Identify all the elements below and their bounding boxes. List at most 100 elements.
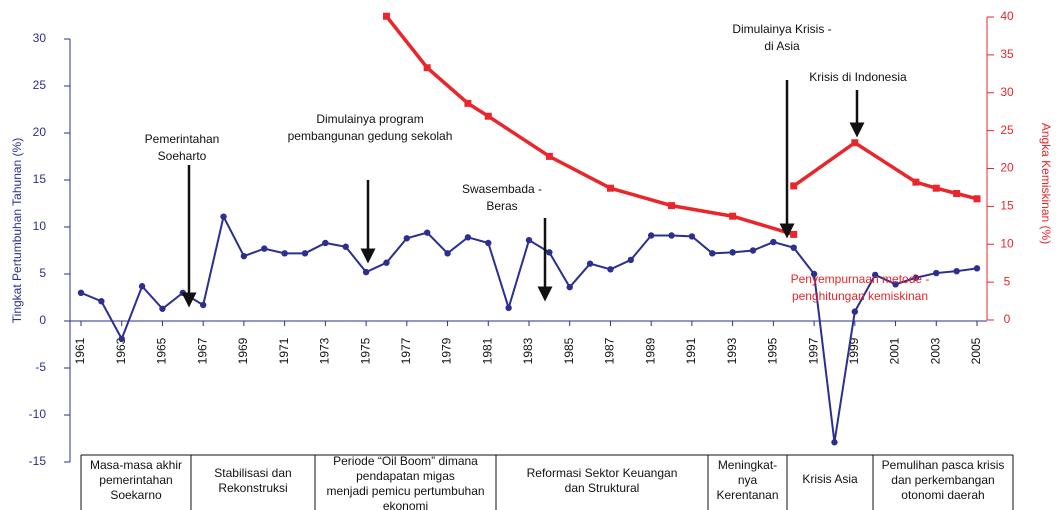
y-tick-label: 0 [39,313,46,327]
y-tick-label: 25 [33,78,47,92]
point [138,283,146,290]
series-line [80,213,978,443]
y2-tick-label: 5 [1004,274,1011,288]
x-tick-label: 1983 [521,337,535,364]
point [688,233,696,240]
period-label: Soekarno [110,488,162,502]
point [729,249,736,256]
point [953,189,961,197]
x-tick-label: 1979 [440,337,454,364]
x-tick-label: 2001 [888,337,902,364]
point [973,265,981,272]
period-label: otonomi daerah [901,488,984,502]
x-tick-label: 1985 [562,337,576,364]
point [342,243,349,250]
y-tick-label: -15 [29,454,47,468]
y2-tick-label: 35 [1000,47,1014,61]
point [423,229,431,236]
point [423,64,431,72]
point [668,232,675,239]
annotation: Dimulainya Krisis - [732,22,831,36]
point [362,268,370,276]
annotation: Beras [486,199,517,213]
point [383,259,390,266]
plot: -15 -10 -5 0 5 10 15 20 25 30 Tingkat Pertumbuhan … [10,9,1053,510]
y2-axis-label: Angka Kemiskinan (%) [1039,123,1053,244]
annotation: Penyempurnaan metode - [791,272,930,286]
point [159,305,166,312]
period-label: Periode “Oil Boom” dimana [333,454,478,468]
period-label: Meningkat- [718,458,777,472]
y2-tick-label: 25 [1000,123,1014,137]
point [485,239,492,247]
point [790,182,798,190]
point [322,239,329,247]
point [933,269,940,277]
point [281,250,288,257]
point [770,238,777,246]
annotation: di Asia [764,39,800,53]
point [851,308,859,315]
y-tick-label: -10 [29,407,47,421]
y-tick-label: 15 [33,172,47,186]
point [790,244,797,251]
x-tick-label: 1963 [114,337,128,364]
period-label: menjadi pemicu pertumbuhan [326,484,484,498]
period-label: nya [738,473,758,487]
x-tick-label: 1969 [236,337,250,364]
point [464,234,472,241]
x-tick-label: 1991 [684,337,698,364]
x-tick-label: 2003 [928,337,942,364]
annotation: Pemerintahan [145,132,220,146]
x-tick-label: 1965 [155,337,169,364]
y2-tick-label: 30 [1000,85,1014,99]
annotation: pembangunan gedung sekolah [288,129,453,143]
period-label: Stabilisasi dan [214,466,291,480]
period-label: Kerentanan [716,488,778,502]
y-tick-label: 10 [33,219,47,233]
point [546,249,553,256]
y-tick-label: -5 [35,360,46,374]
point [382,12,390,20]
x-tick-label: 1967 [195,337,209,364]
point [179,289,187,296]
y-tick-label: 5 [39,266,46,280]
y-tick-label: 20 [33,125,47,139]
x-tick-label: 1973 [318,337,332,364]
x-tick-label: 1993 [725,337,739,364]
point [525,236,533,244]
point [403,235,411,242]
point [912,178,920,186]
y2-tick-label: 0 [1004,312,1011,326]
period-label: Pemulihan pasca krisis [882,458,1005,472]
point [607,266,614,273]
x-tick-label: 1987 [603,337,617,364]
period-label: dan perkembangan [891,473,994,487]
point [932,184,940,192]
point [545,152,553,160]
point [871,271,879,279]
point [912,274,920,281]
annotation: Swasembada - [462,182,542,196]
point [77,289,85,296]
y-tick-label: 30 [33,31,47,45]
annotation: Krisis di Indonesia [809,70,907,84]
point [505,304,512,312]
point [627,256,635,264]
period-label: ekonomi [383,499,428,510]
y2-tick-label: 40 [1000,9,1014,23]
point [220,213,227,220]
period-label: Krisis Asia [802,472,858,486]
point [606,184,614,192]
point [464,99,472,107]
annotation: penghitungan kemiskinan [792,289,928,303]
x-tick-label: 1989 [643,337,657,364]
point [98,298,105,305]
x-tick-label: 1961 [73,337,87,364]
x-tick-label: 2005 [969,337,983,364]
x-tick-label: 1981 [480,337,494,364]
x-tick-label: 1997 [806,337,820,364]
point [586,260,594,267]
x-tick-label: 1971 [277,337,291,364]
